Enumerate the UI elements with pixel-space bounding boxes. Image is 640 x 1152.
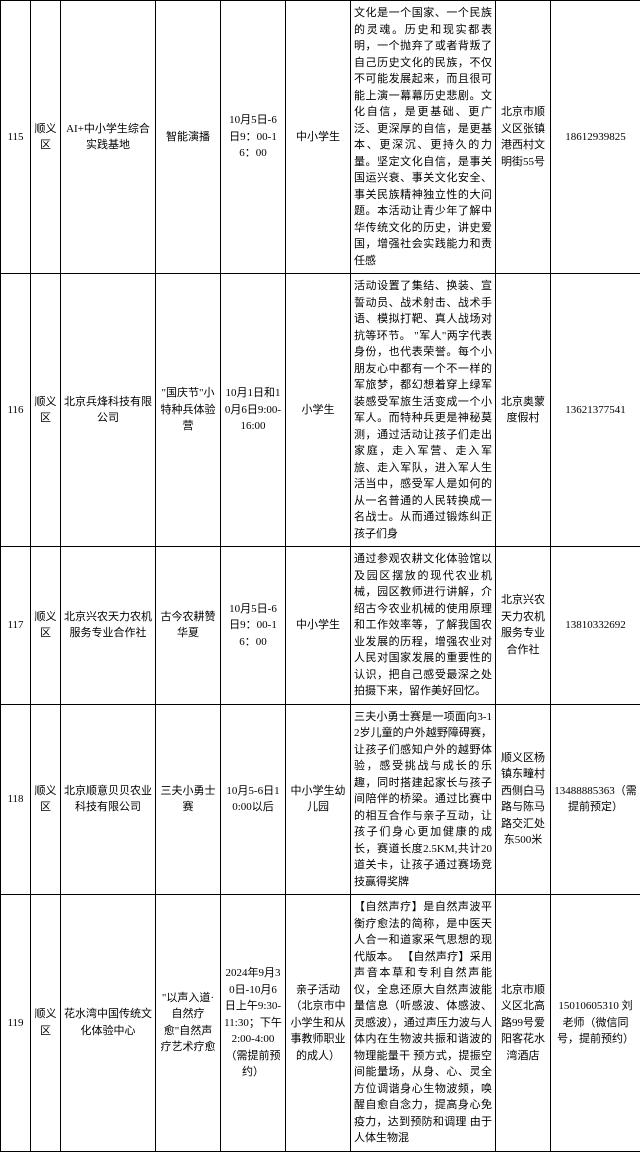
cell-description: 【自然声疗】是自然声波平衡疗愈法的简称，是中医天人合一和道家采气思想的现代版本。… — [351, 895, 496, 1152]
cell-audience: 中小学生 — [286, 1, 351, 274]
cell-address: 北京市顺义区北高路99号爱阳客花水湾酒店 — [496, 895, 551, 1152]
cell-activity: "国庆节"小特种兵体验营 — [156, 274, 221, 547]
cell-time: 10月5日-6日9：00-16：00 — [221, 1, 286, 274]
cell-description: 通过参观农耕文化体验馆以及园区摆放的现代农业机械，园区教师进行讲解，介绍古今农业… — [351, 547, 496, 705]
cell-time: 2024年9月30日-10月6日上午9:30-11:30；下午2:00-4:00… — [221, 895, 286, 1152]
table-row: 115顺义区AI+中小学生综合实践基地智能演播10月5日-6日9：00-16：0… — [1, 1, 640, 274]
cell-audience: 中小学生幼儿园 — [286, 704, 351, 895]
cell-time: 10月5日-6日9：00-16：00 — [221, 547, 286, 705]
cell-id: 119 — [1, 895, 31, 1152]
cell-description: 文化是一个国家、一个民族的灵魂。历史和现实都表明，一个抛弃了或者背叛了自己历史文… — [351, 1, 496, 274]
cell-audience: 亲子活动（北京市中小学生和从事教师职业的成人） — [286, 895, 351, 1152]
cell-organizer: AI+中小学生综合实践基地 — [61, 1, 156, 274]
table-row: 119顺义区花水湾中国传统文化体验中心"以声入道·自然疗愈"自然声疗艺术疗愈20… — [1, 895, 640, 1152]
cell-phone: 13621377541 — [551, 274, 640, 547]
cell-activity: 三夫小勇士赛 — [156, 704, 221, 895]
activity-table: 115顺义区AI+中小学生综合实践基地智能演播10月5日-6日9：00-16：0… — [0, 0, 640, 1152]
table-row: 117顺义区北京兴农天力农机服务专业合作社古今农耕赞华夏10月5日-6日9：00… — [1, 547, 640, 705]
cell-address: 北京兴农天力农机服务专业合作社 — [496, 547, 551, 705]
cell-district: 顺义区 — [31, 895, 61, 1152]
cell-district: 顺义区 — [31, 1, 61, 274]
table-row: 118顺义区北京顺意贝贝农业科技有限公司三夫小勇士赛10月5-6日10:00以后… — [1, 704, 640, 895]
cell-activity: 古今农耕赞华夏 — [156, 547, 221, 705]
cell-description: 活动设置了集结、换装、宣誓动员、战术射击、战术手语、模拟打靶、真人战场对抗等环节… — [351, 274, 496, 547]
cell-id: 116 — [1, 274, 31, 547]
table-row: 116顺义区北京兵烽科技有限公司"国庆节"小特种兵体验营10月1日和10月6日9… — [1, 274, 640, 547]
cell-time: 10月1日和10月6日9:00-16:00 — [221, 274, 286, 547]
cell-phone: 18612939825 — [551, 1, 640, 274]
cell-phone: 13810332692 — [551, 547, 640, 705]
cell-address: 北京市顺义区张镇港西村文明街55号 — [496, 1, 551, 274]
cell-organizer: 北京兴农天力农机服务专业合作社 — [61, 547, 156, 705]
cell-activity: 智能演播 — [156, 1, 221, 274]
cell-activity: "以声入道·自然疗愈"自然声疗艺术疗愈 — [156, 895, 221, 1152]
cell-time: 10月5-6日10:00以后 — [221, 704, 286, 895]
cell-address: 北京奥蒙度假村 — [496, 274, 551, 547]
cell-id: 118 — [1, 704, 31, 895]
cell-description: 三夫小勇士赛是一项面向3-12岁儿童的户外越野障碍赛，让孩子们感知户外的越野体验… — [351, 704, 496, 895]
cell-district: 顺义区 — [31, 547, 61, 705]
cell-organizer: 北京顺意贝贝农业科技有限公司 — [61, 704, 156, 895]
cell-phone: 13488885363（需提前预定） — [551, 704, 640, 895]
cell-id: 115 — [1, 1, 31, 274]
cell-district: 顺义区 — [31, 274, 61, 547]
cell-audience: 小学生 — [286, 274, 351, 547]
cell-district: 顺义区 — [31, 704, 61, 895]
cell-audience: 中小学生 — [286, 547, 351, 705]
cell-organizer: 花水湾中国传统文化体验中心 — [61, 895, 156, 1152]
cell-organizer: 北京兵烽科技有限公司 — [61, 274, 156, 547]
cell-address: 顺义区杨镇东疃村西侧白马路与陈马路交汇处东500米 — [496, 704, 551, 895]
cell-id: 117 — [1, 547, 31, 705]
cell-phone: 15010605310 刘老师（微信同号，提前预约） — [551, 895, 640, 1152]
